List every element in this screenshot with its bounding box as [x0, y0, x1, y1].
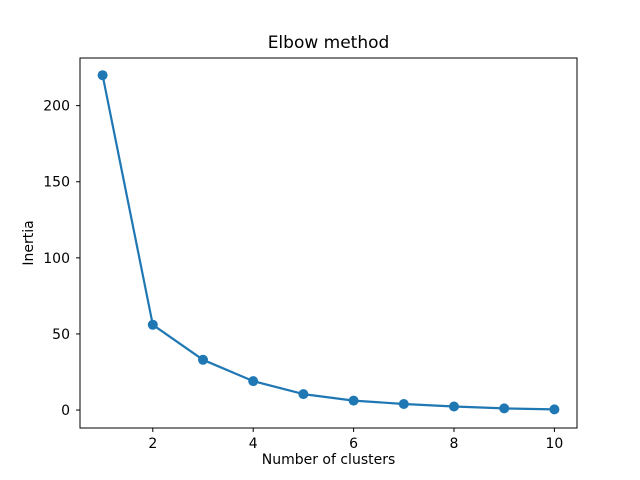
data-point-9	[499, 403, 510, 414]
data-point-2	[147, 319, 158, 330]
x-axis-label: Number of clusters	[261, 452, 396, 468]
data-point-5	[298, 389, 309, 400]
data-point-1	[97, 70, 108, 81]
y-tick-label: 150	[43, 175, 70, 191]
y-tick-label: 0	[61, 403, 70, 419]
data-point-7	[398, 399, 409, 409]
x-tick-label: 8	[450, 436, 459, 452]
y-axis-label: Inertia	[21, 220, 37, 266]
data-point-3	[198, 354, 208, 365]
data-point-8	[449, 401, 459, 412]
y-tick-label: 200	[43, 99, 70, 115]
data-point-4	[248, 376, 259, 387]
y-tick-label: 50	[52, 327, 70, 343]
x-tick-label: 6	[349, 436, 358, 452]
x-tick-label: 10	[545, 436, 563, 452]
axes-frame	[79, 57, 578, 429]
data-point-6	[348, 395, 359, 406]
data-point-10	[549, 404, 560, 415]
x-tick-label: 2	[148, 436, 157, 452]
chart-title: Elbow method	[267, 33, 390, 53]
inertia-line	[101, 74, 556, 411]
x-tick-label: 4	[249, 436, 258, 452]
y-tick-label: 100	[43, 251, 70, 267]
